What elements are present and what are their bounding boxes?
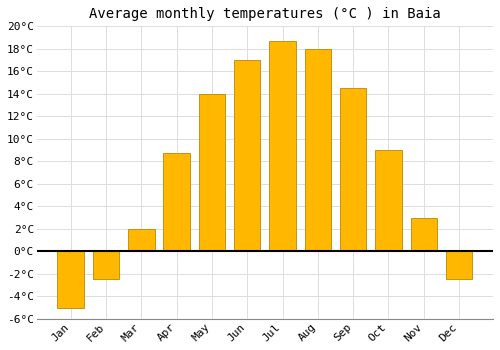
Bar bbox=[198, 94, 225, 251]
Bar bbox=[164, 153, 190, 251]
Bar bbox=[58, 251, 84, 308]
Bar bbox=[304, 49, 331, 251]
Bar bbox=[375, 150, 402, 251]
Bar bbox=[446, 251, 472, 280]
Bar bbox=[270, 41, 296, 251]
Bar bbox=[234, 60, 260, 251]
Bar bbox=[128, 229, 154, 251]
Bar bbox=[410, 218, 437, 251]
Bar bbox=[93, 251, 120, 280]
Bar bbox=[340, 88, 366, 251]
Title: Average monthly temperatures (°C ) in Baia: Average monthly temperatures (°C ) in Ba… bbox=[89, 7, 441, 21]
